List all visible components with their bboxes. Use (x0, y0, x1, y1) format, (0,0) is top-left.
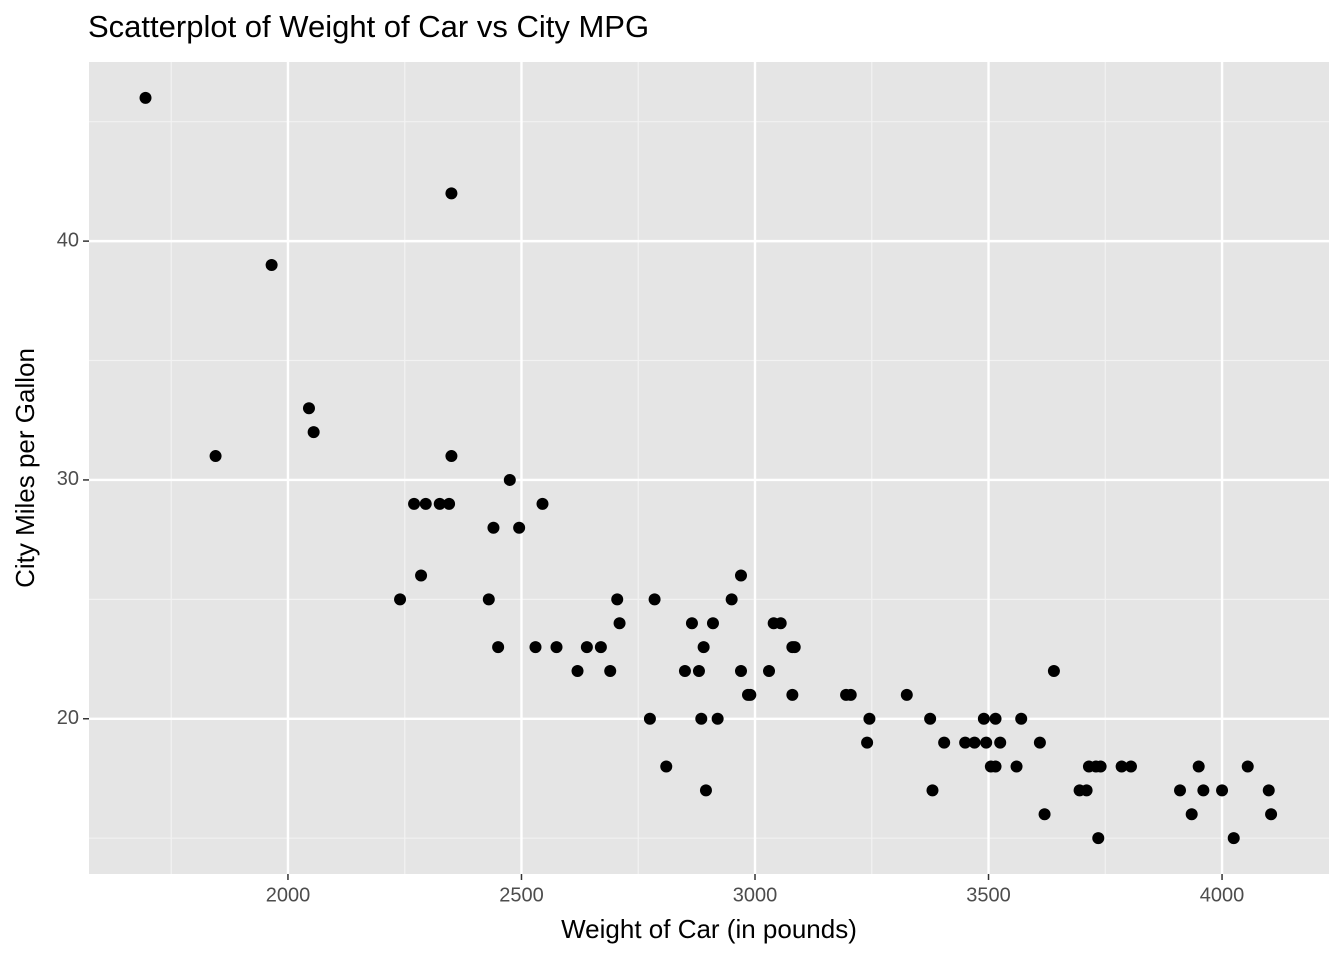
point (487, 521, 500, 534)
point (980, 736, 993, 749)
point (209, 450, 222, 463)
point (697, 641, 710, 654)
point (926, 784, 939, 797)
point (968, 736, 981, 749)
x-tick-label: 3500 (966, 884, 1011, 906)
point (492, 641, 505, 654)
point (580, 641, 593, 654)
x-tick-label: 4000 (1200, 884, 1245, 906)
point (763, 665, 776, 677)
point (744, 688, 757, 701)
point (482, 593, 495, 606)
point (139, 91, 152, 104)
point (1174, 784, 1187, 797)
point (648, 593, 661, 606)
x-tick-label: 3000 (733, 884, 778, 906)
point (302, 402, 315, 415)
point (695, 712, 708, 725)
point (725, 593, 738, 606)
point (924, 712, 937, 725)
y-tick-label: 30 (57, 468, 79, 490)
y-tick-label: 40 (57, 229, 79, 251)
point (1192, 760, 1205, 773)
point (1047, 665, 1060, 677)
point (678, 665, 691, 677)
point (734, 569, 747, 582)
point (863, 712, 876, 725)
point (550, 641, 563, 654)
point (265, 259, 278, 271)
point (1185, 808, 1198, 821)
point (643, 712, 656, 725)
point (1092, 832, 1105, 845)
x-tick-label: 2500 (499, 884, 544, 906)
point (844, 688, 857, 701)
point (419, 497, 432, 510)
point (443, 497, 456, 510)
points (139, 91, 1278, 845)
point (1033, 736, 1046, 749)
point (1015, 712, 1028, 725)
point (734, 665, 747, 677)
x-tick-label: 2000 (266, 884, 311, 906)
point (1241, 760, 1254, 773)
point (1227, 832, 1240, 845)
point (594, 641, 607, 654)
point (959, 736, 972, 749)
point (994, 736, 1007, 749)
point (433, 497, 446, 510)
point (307, 426, 320, 439)
point (536, 497, 549, 510)
point (415, 569, 428, 582)
point (989, 760, 1002, 773)
point (445, 450, 458, 463)
x-axis-label: Weight of Car (in pounds) (561, 914, 857, 944)
point (1080, 784, 1093, 797)
y-tick-label: 20 (57, 707, 79, 729)
point (989, 712, 1002, 725)
point (692, 665, 705, 677)
point (699, 784, 712, 797)
point (1216, 784, 1229, 797)
point (503, 473, 516, 486)
point (977, 712, 990, 725)
point (1094, 760, 1107, 773)
y-axis-label: City Miles per Gallon (10, 348, 40, 588)
point (861, 736, 874, 749)
point (1262, 784, 1275, 797)
point (774, 617, 787, 630)
point (711, 712, 724, 725)
point (900, 688, 913, 701)
point (613, 617, 626, 630)
point (1115, 760, 1128, 773)
point (604, 665, 617, 677)
point (1124, 760, 1137, 773)
point (786, 688, 799, 701)
point (513, 521, 526, 534)
chart-title: Scatterplot of Weight of Car vs City MPG (88, 9, 649, 44)
point (1197, 784, 1210, 797)
point (1038, 808, 1051, 821)
point (788, 641, 801, 654)
point (1010, 760, 1023, 773)
point (706, 617, 719, 630)
point (571, 665, 584, 677)
point (529, 641, 542, 654)
point (660, 760, 673, 773)
point (685, 617, 698, 630)
point (938, 736, 951, 749)
point (611, 593, 624, 606)
point (445, 187, 458, 200)
plot-panel (89, 62, 1329, 874)
point (394, 593, 407, 606)
point (1265, 808, 1278, 821)
point (408, 497, 421, 510)
